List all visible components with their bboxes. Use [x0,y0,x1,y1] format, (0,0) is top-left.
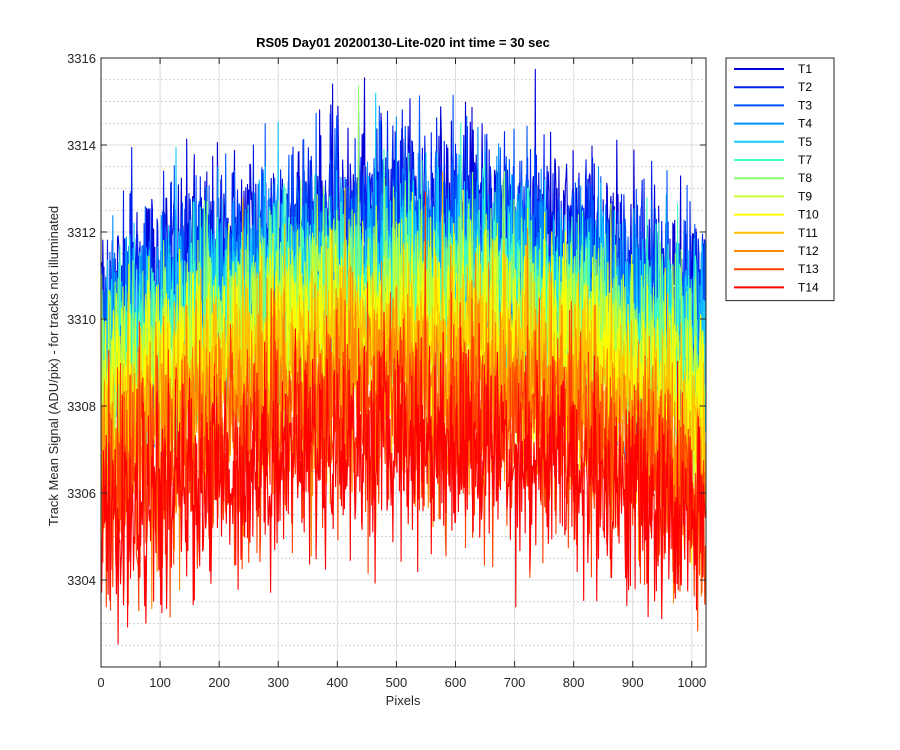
legend-label-t12: T12 [798,244,819,258]
axes: 0 100 200 300 400 500 600 700 800 900 1000 3304 3306… [67,51,707,690]
x-tick-label: 800 [563,675,585,690]
y-tick-label: 3312 [67,225,96,240]
legend-label-t3: T3 [798,98,812,112]
y-tick-label: 3304 [67,573,96,588]
x-tick-label: 400 [326,675,348,690]
legend-label-t5: T5 [798,135,812,149]
x-tick-label: 100 [149,675,171,690]
y-tick-label: 3314 [67,138,96,153]
legend-label-t14: T14 [798,280,819,294]
legend-label-t11: T11 [798,226,818,240]
x-tick-label: 0 [97,675,104,690]
series-lines [101,68,706,645]
x-tick-label: 900 [622,675,644,690]
chart-title: RS05 Day01 20200130-Lite-020 int time = … [256,35,550,50]
x-tick-label: 600 [445,675,467,690]
legend-label-t4: T4 [798,117,812,131]
axes-box [100,57,707,668]
legend-label-t10: T10 [798,208,819,222]
y-axis-label: Track Mean Signal (ADU/pix) - for tracks… [46,206,61,526]
legend-label-t13: T13 [798,262,819,276]
legend: T1 T2 T3 T4 T5 T7 T8 T9 T10 T11 T12 T13 T14 [725,57,835,302]
x-tick-label: 200 [208,675,230,690]
y-tick-label: 3306 [67,486,96,501]
legend-label-t2: T2 [798,80,812,94]
legend-label-t7: T7 [798,153,812,167]
series-line-t14 [101,311,706,645]
y-tick-label: 3308 [67,399,96,414]
x-axis-label: Pixels [386,693,421,708]
legend-label-t9: T9 [798,189,812,203]
legend-label-t8: T8 [798,171,812,185]
x-tick-label: 700 [504,675,526,690]
x-tick-label: 1000 [677,675,706,690]
legend-label-t1: T1 [798,62,812,76]
x-tick-label: 500 [386,675,408,690]
legend-box [725,57,835,302]
y-tick-label: 3316 [67,51,96,66]
y-tick-label: 3310 [67,312,96,327]
x-tick-label: 300 [267,675,289,690]
